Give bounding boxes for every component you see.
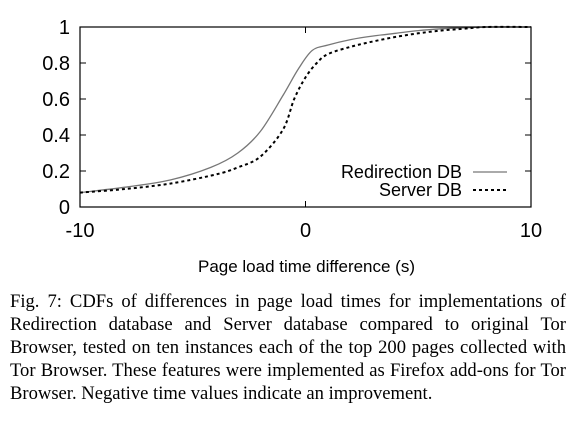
legend-label: Redirection DB — [341, 162, 462, 182]
plot-frame — [79, 26, 532, 208]
y-axis: 0 0.2 0.4 0.6 0.8 1 — [42, 17, 531, 219]
legend-label: Server DB — [379, 180, 462, 200]
cdf-chart: 00.20.40.60.81 -10 0 10 Page load time dif… — [42, 17, 542, 276]
x-tick-label: 0 — [300, 220, 311, 242]
series-line-server-db — [79, 25, 532, 194]
x-axis: -10 0 10 — [66, 27, 542, 242]
x-tick-label: -10 — [66, 220, 95, 242]
series-layer — [79, 25, 532, 194]
y-tick-label: 0.8 — [42, 53, 70, 75]
x-tick-label: 10 — [520, 220, 542, 242]
y-tick-label: 0.6 — [42, 89, 70, 111]
y-tick-label: 0.4 — [42, 125, 70, 147]
series-line-redirection-db — [79, 26, 532, 194]
y-tick-label: 0.2 — [42, 161, 70, 183]
figure-caption: Fig. 7: CDFs of differences in page load… — [10, 291, 566, 404]
x-axis-label: Page load time difference (s) — [198, 257, 415, 276]
y-tick-label: 1 — [59, 17, 70, 39]
y-tick-label: 0 — [59, 197, 70, 219]
